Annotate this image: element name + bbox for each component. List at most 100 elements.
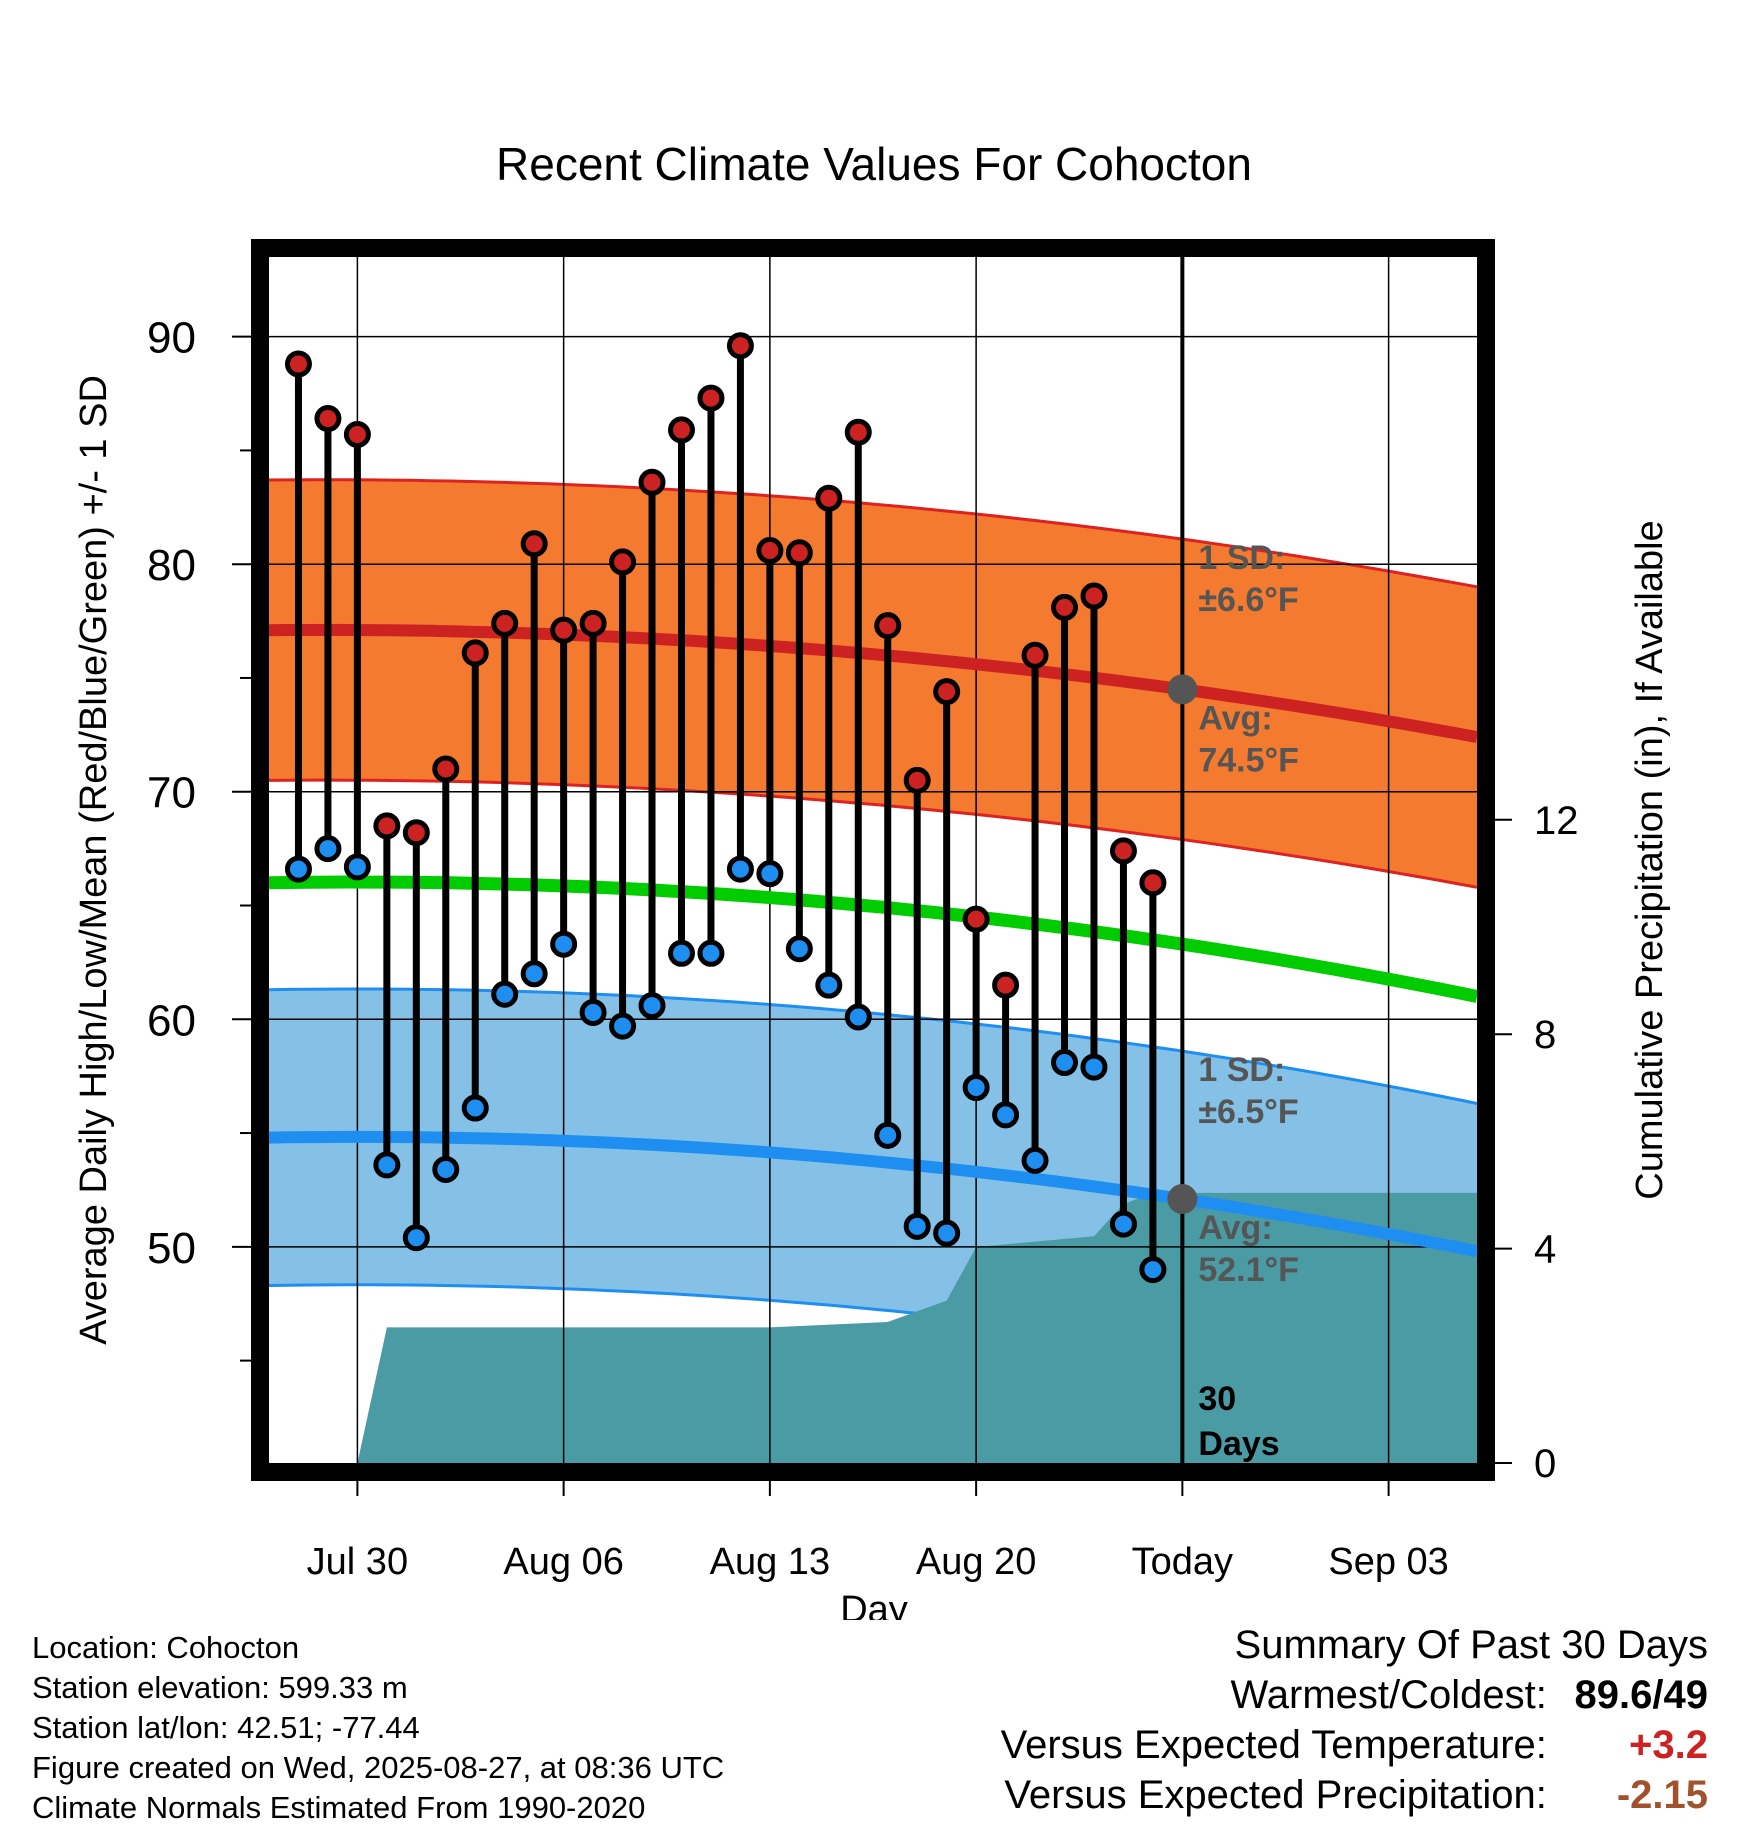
x-axis-label: Day [840, 1589, 908, 1620]
low-point [1109, 1210, 1137, 1238]
annotation-low-sd-label: 1 SD: [1198, 1051, 1285, 1089]
today-marker [1167, 257, 1198, 1463]
annotation-period-2: Days [1198, 1425, 1279, 1463]
high-sd-band-lower-edge [268, 778, 1478, 889]
low-point [726, 855, 754, 883]
high-point [491, 609, 519, 637]
high-point [550, 616, 578, 644]
low-point [432, 1155, 460, 1183]
high-point [874, 612, 902, 640]
y2-tick-label: 4 [1534, 1228, 1556, 1272]
high-point [1109, 837, 1137, 865]
high-point [609, 548, 637, 576]
precipitation-area [357, 1192, 1477, 1463]
y2-tick-label: 12 [1534, 799, 1579, 843]
annotation-low-avg-label: Avg: [1198, 1209, 1272, 1247]
created-text: Figure created on Wed, 2025-08-27, at 08… [32, 1750, 725, 1785]
y-tick-label: 80 [147, 541, 196, 590]
low-point [461, 1094, 489, 1122]
y-tick-label: 60 [147, 996, 196, 1045]
today-high-avg-dot [1167, 674, 1198, 705]
low-point [579, 998, 607, 1026]
y2-tick-label: 8 [1534, 1013, 1556, 1057]
high-point [638, 468, 666, 496]
high-point [785, 539, 813, 567]
low-point [638, 992, 666, 1020]
high-point [992, 971, 1020, 999]
high-point [844, 418, 872, 446]
low-point [815, 971, 843, 999]
latlon-text: Station lat/lon: 42.51; -77.44 [32, 1710, 420, 1745]
high-point [903, 766, 931, 794]
high-sd-band [269, 479, 1477, 888]
high-point [520, 530, 548, 558]
temp-value: +3.2 [1629, 1723, 1708, 1767]
low-point [844, 1003, 872, 1031]
x-tick-label: Sep 03 [1328, 1541, 1448, 1583]
temp-label: Versus Expected Temperature: [1000, 1723, 1547, 1767]
high-point [1051, 593, 1079, 621]
low-point [785, 935, 813, 963]
y-tick-label: 90 [147, 314, 196, 363]
high-point [1139, 869, 1167, 897]
warmest-value: 89.6/49 [1574, 1673, 1708, 1717]
high-point [962, 905, 990, 933]
high-point [697, 384, 725, 412]
high-point [343, 420, 371, 448]
x-tick-label: Aug 13 [710, 1541, 830, 1583]
summary-precip-row: Versus Expected Precipitation: -2.15 [1001, 1770, 1708, 1820]
annotation-high-sd-value: ±6.6°F [1198, 581, 1298, 619]
axes: Jul 30 Aug 06 Aug 13 Aug 20 Today Sep 0390807… [147, 314, 1578, 1583]
daily-stems [294, 345, 1157, 1270]
low-point [609, 1012, 637, 1040]
low-point [343, 853, 371, 881]
low-point [874, 1121, 902, 1149]
annotation-low-sd-value: ±6.5°F [1198, 1093, 1298, 1131]
summary-panel: Summary Of Past 30 Days Warmest/Coldest:… [1001, 1620, 1708, 1820]
high-point [461, 639, 489, 667]
high-point [402, 819, 430, 847]
elevation-text: Station elevation: 599.33 m [32, 1670, 408, 1705]
high-point [815, 484, 843, 512]
annotation-period-1: 30 [1198, 1380, 1236, 1418]
low-point [1051, 1049, 1079, 1077]
location-text: Location: Cohocton [32, 1630, 300, 1665]
daily-points [284, 332, 1167, 1284]
low-point [314, 835, 342, 863]
precip-label: Versus Expected Precipitation: [1004, 1773, 1547, 1817]
low-point [1021, 1146, 1049, 1174]
y-tick-label: 70 [147, 769, 196, 818]
high-point [579, 609, 607, 637]
low-point [550, 930, 578, 958]
plot-frame [251, 239, 1495, 1481]
high-point [1021, 641, 1049, 669]
annotation-high-sd-label: 1 SD: [1198, 539, 1285, 577]
low-point [962, 1074, 990, 1102]
low-point [756, 860, 784, 888]
y-axis-label: Average Daily High/Low/Mean (Red/Blue/Gr… [73, 375, 115, 1345]
climate-chart: Recent Climate Values For Cohocton 1 SD:… [73, 138, 1671, 1620]
x-tick-label: Aug 06 [503, 1541, 623, 1583]
normal-lines [268, 623, 1479, 1258]
high-point [314, 405, 342, 433]
low-normal-line [268, 1130, 1479, 1258]
low-point [992, 1101, 1020, 1129]
annotation-high-avg-label: Avg: [1198, 699, 1272, 737]
low-point [903, 1212, 931, 1240]
high-sd-band-upper-edge [268, 478, 1478, 589]
high-normal-line [268, 623, 1479, 744]
warmest-label: Warmest/Coldest: [1230, 1673, 1547, 1717]
annotation-high-avg-value: 74.5°F [1198, 741, 1299, 779]
y-tick-label: 50 [147, 1224, 196, 1273]
low-point [667, 939, 695, 967]
low-point [402, 1224, 430, 1252]
precipitation-fill [357, 1192, 1477, 1463]
station-info: Location: Cohocton Station elevation: 59… [32, 1628, 724, 1828]
y2-tick-label: 0 [1534, 1442, 1556, 1486]
low-sd-band-upper-edge [268, 987, 1478, 1105]
summary-title: Summary Of Past 30 Days [1234, 1623, 1708, 1667]
high-point [432, 755, 460, 783]
low-point [520, 960, 548, 988]
normals-text: Climate Normals Estimated From 1990-2020 [32, 1790, 646, 1825]
annotations: 1 SD: ±6.6°F Avg: 74.5°F 1 SD: ±6.5°F Avg: 52.1… [1198, 539, 1299, 1463]
